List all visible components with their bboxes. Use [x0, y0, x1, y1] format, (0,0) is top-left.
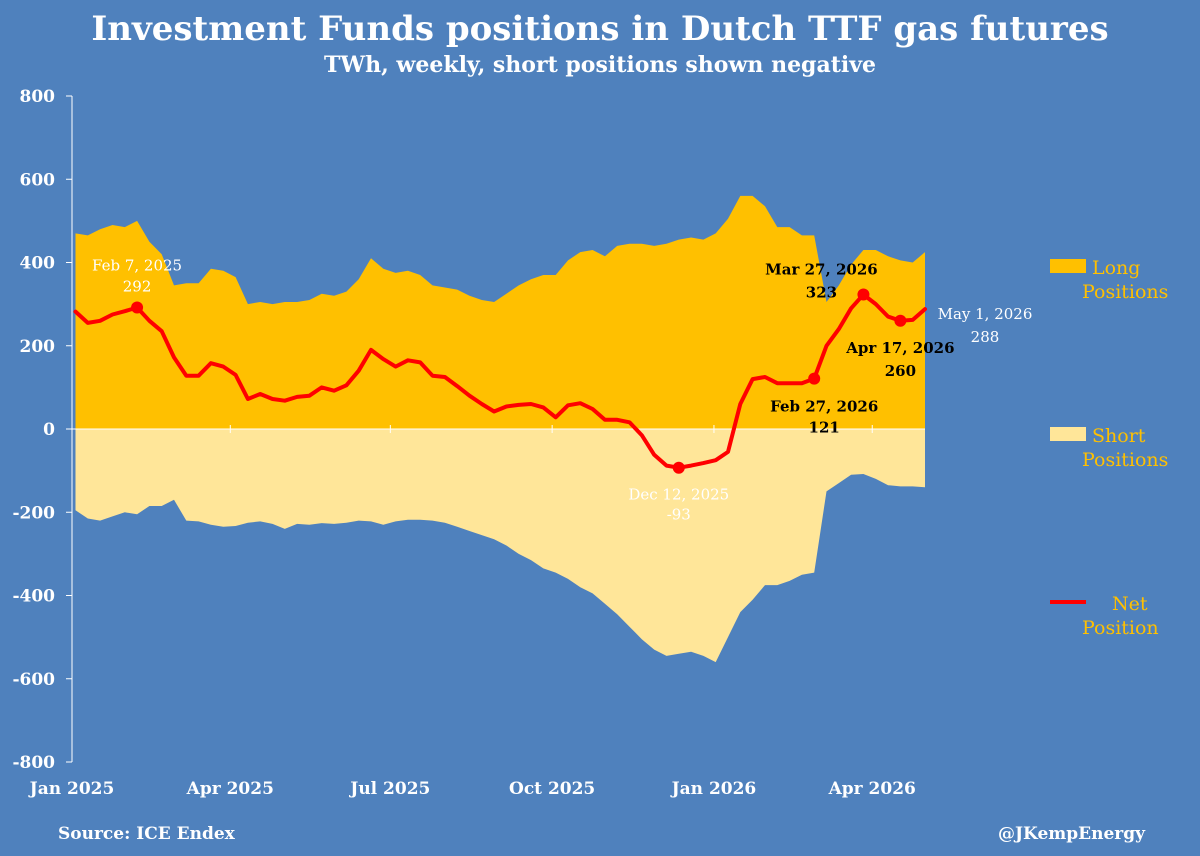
legend-swatch: [1050, 259, 1086, 273]
y-tick-label: 600: [20, 170, 56, 190]
y-tick-label: -600: [12, 670, 55, 690]
long-positions-area: [75, 195, 925, 429]
annotation-date: Dec 12, 2025: [628, 486, 729, 504]
legend-swatch: [1050, 427, 1086, 441]
annotations: Feb 7, 2025 292 Dec 12, 2025 -93 Feb 27, 202…: [92, 256, 1032, 523]
annotation-value: 288: [971, 328, 1000, 346]
chart-subtitle: TWh, weekly, short positions shown negat…: [324, 52, 876, 78]
net-position-marker: [857, 288, 870, 301]
legend-label: Positions: [1082, 281, 1168, 303]
short-positions-area: [75, 429, 925, 663]
annotation-date: May 1, 2026: [938, 305, 1033, 323]
net-position-marker: [894, 314, 907, 327]
axes: [66, 95, 925, 763]
y-tick-label: 200: [20, 337, 56, 357]
net-position-marker: [808, 372, 821, 385]
legend-label: Net: [1112, 593, 1148, 615]
source-note: Source: ICE Endex: [58, 824, 236, 844]
y-tick-label: 800: [20, 87, 56, 107]
net-position-marker: [131, 301, 144, 314]
y-tick-label: 400: [20, 254, 56, 274]
legend-label: Position: [1082, 617, 1159, 639]
credit-note: @JKempEnergy: [998, 824, 1146, 844]
annotation-value: -93: [667, 506, 691, 524]
annotation-date: Apr 17, 2026: [845, 339, 954, 357]
legend-label: Long: [1092, 257, 1140, 279]
x-tick-label: Jan 2025: [28, 779, 115, 799]
annotation-date: Feb 7, 2025: [92, 256, 182, 274]
plot-area: [66, 95, 927, 763]
y-tick-label: -800: [12, 753, 55, 773]
net-position-points: [131, 288, 907, 474]
chart-title: Investment Funds positions in Dutch TTF …: [91, 9, 1108, 49]
annotation-value: 260: [885, 362, 916, 380]
y-tick-label: -200: [12, 503, 55, 523]
y-tick-label: 0: [43, 420, 55, 440]
x-tick-label: Apr 2026: [828, 779, 916, 799]
y-axis-tick-labels: 800 600 400 200 0 -200 -400 -600 -800: [12, 87, 55, 773]
x-tick-label: Jan 2026: [670, 779, 757, 799]
net-position-marker: [672, 461, 685, 474]
net-position-line: [73, 292, 927, 470]
legend-label: Positions: [1082, 449, 1168, 471]
legend-label: Short: [1092, 425, 1146, 447]
x-tick-label: Apr 2025: [186, 779, 274, 799]
annotation-date: Feb 27, 2026: [770, 398, 878, 416]
annotation-value: 323: [806, 284, 837, 302]
x-tick-label: Jul 2025: [348, 779, 430, 799]
x-tick-label: Oct 2025: [509, 779, 595, 799]
annotation-value: 292: [123, 277, 152, 295]
annotation-date: Mar 27, 2026: [765, 261, 878, 279]
x-axis-tick-labels: Jan 2025 Apr 2025 Jul 2025 Oct 2025 Jan 2026…: [28, 779, 916, 799]
annotation-value: 121: [809, 419, 840, 437]
y-tick-label: -400: [12, 587, 55, 607]
